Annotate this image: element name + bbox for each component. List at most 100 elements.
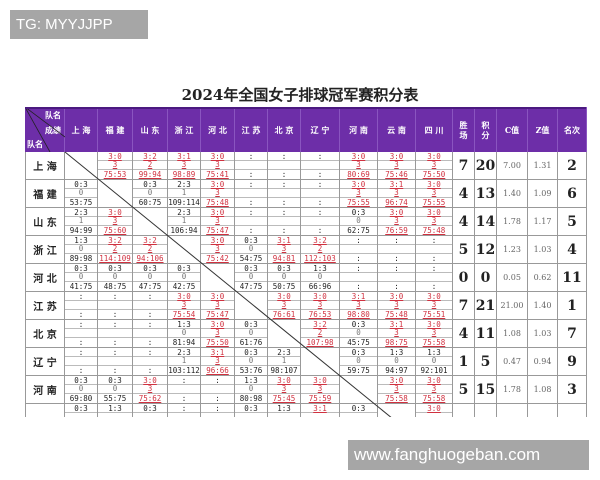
match-points-text: 2	[112, 244, 118, 254]
match-result-cell: ::	[416, 236, 453, 264]
match-points-text: 3	[281, 244, 287, 254]
match-result-cell: 1:3 0 89:98	[65, 236, 98, 264]
match-points	[201, 413, 234, 417]
match-result-cell: 3:0 3 75:46	[378, 152, 416, 180]
match-result-cell: 3:0 3 75:48	[378, 292, 416, 320]
match-points	[168, 385, 200, 394]
match-score-text: 0:3	[74, 263, 88, 273]
match-result-cell: 3:0 3 75:48	[201, 180, 235, 208]
stat-cell: 9	[558, 348, 587, 376]
match-score-text: 3:0	[313, 291, 327, 301]
match-ratio-text: 75:58	[422, 393, 446, 403]
match-score: :	[65, 320, 97, 329]
match-ratio-text: :	[147, 337, 153, 347]
column-header-stat: 胜场	[453, 107, 475, 152]
stat-value: 12	[475, 241, 496, 258]
match-ratio-text: 94:99	[69, 225, 93, 235]
match-score: 3:0	[416, 180, 452, 189]
match-ratio: 76:53	[301, 310, 339, 319]
match-result-cell: 3:0	[416, 404, 453, 417]
team-name: 江 苏	[33, 302, 57, 313]
match-result-cell: 3:0 3 75:55	[416, 180, 453, 208]
match-ratio-text: 75:50	[422, 169, 446, 179]
match-points: 3	[301, 300, 339, 310]
match-score-text: :	[248, 207, 254, 217]
match-score: :	[378, 264, 415, 273]
match-score-text: 2:3	[177, 207, 191, 217]
match-ratio: 94:99	[65, 226, 97, 235]
match-ratio: 96:66	[201, 366, 234, 375]
match-ratio: :	[133, 338, 167, 347]
watermark-bottom: www.fanghuogeban.com	[348, 440, 589, 470]
match-score: :	[235, 152, 267, 161]
match-ratio: :	[201, 394, 234, 403]
match-ratio: :	[268, 170, 300, 179]
match-result-cell: ::	[235, 152, 268, 180]
match-score-text: 2:3	[177, 179, 191, 189]
match-score: 1:3	[98, 404, 132, 413]
stat-value: 11	[475, 325, 496, 342]
match-points-text: 3	[281, 384, 287, 394]
match-ratio-text: 75:51	[422, 309, 446, 319]
match-ratio: 47:75	[235, 282, 267, 291]
match-points-text: 0	[248, 384, 254, 394]
match-score-text: 0:3	[351, 207, 366, 217]
match-ratio-text: 75:47	[206, 309, 229, 319]
match-score-text: :	[394, 235, 399, 245]
match-score: :	[268, 180, 300, 189]
match-score-text: :	[112, 291, 118, 301]
match-result-cell: 0:3 0 47:75	[133, 264, 168, 292]
stat-cell: 1.17	[528, 208, 558, 236]
match-score-text: :	[281, 207, 287, 217]
match-score: 3:0	[378, 376, 415, 385]
match-points	[268, 161, 300, 170]
match-ratio: :	[268, 198, 300, 207]
match-score-text: :	[317, 207, 323, 217]
self-match-cell	[168, 236, 201, 264]
column-header-team: 辽 宁	[301, 107, 340, 152]
match-ratio-text: :	[281, 169, 287, 179]
team-name: 福 建	[33, 190, 57, 201]
match-score: :	[133, 320, 167, 329]
match-score-text: :	[356, 263, 361, 273]
stat-cell: 2	[558, 152, 587, 180]
match-points: 3	[340, 300, 377, 310]
match-points: 0	[168, 328, 200, 338]
match-result-cell: 2:3 1 98:107	[268, 348, 301, 376]
match-result-cell: 0:3 0 53:75	[65, 180, 98, 208]
stat-cell: 0.05	[497, 264, 528, 292]
match-points-text: 0	[147, 272, 153, 282]
self-match-cell	[268, 320, 301, 348]
match-points	[133, 357, 167, 366]
match-ratio: 106:94	[168, 226, 200, 235]
match-points	[65, 301, 97, 310]
column-header-label: 四 川	[424, 124, 444, 135]
match-points: 0	[65, 244, 97, 254]
match-ratio-text: 89:98	[69, 253, 93, 263]
match-points: 0	[98, 272, 132, 282]
stat-value: 1.03	[533, 329, 552, 338]
stat-cell: 1.03	[528, 320, 558, 348]
match-result-cell: 3:0 3 75:62	[133, 376, 168, 404]
match-ratio-text: 98:89	[172, 169, 196, 179]
match-result-cell: ::	[98, 348, 133, 376]
match-ratio-text: :	[317, 197, 323, 207]
match-points-text: 2	[317, 244, 323, 254]
match-result-cell: ::	[133, 348, 168, 376]
match-result-cell: 0:3 0 53:76	[235, 348, 268, 376]
match-points: 3	[416, 216, 452, 226]
match-score: :	[268, 208, 300, 217]
match-points: 2	[98, 244, 132, 254]
match-points	[201, 385, 234, 394]
match-score: 3:1	[378, 320, 415, 329]
stat-cell: 3	[558, 376, 587, 404]
match-ratio-text: 98:75	[385, 337, 408, 347]
match-ratio-text: 69:80	[69, 393, 93, 403]
match-score-text: 1:3	[244, 375, 258, 385]
match-ratio-text: 96:66	[206, 365, 229, 375]
match-score: :	[301, 152, 339, 161]
match-ratio: 75:45	[268, 394, 300, 403]
match-points	[268, 217, 300, 226]
match-points-text: 3	[356, 188, 361, 198]
row-team-name: 山 东	[25, 208, 65, 236]
